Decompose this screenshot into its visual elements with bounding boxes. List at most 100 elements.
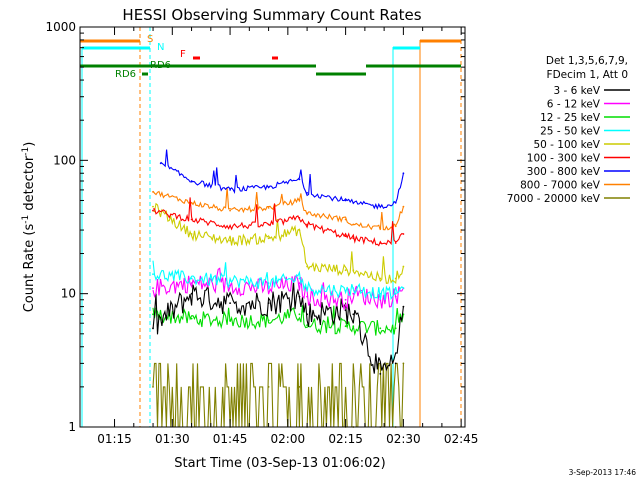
data-point: [152, 287, 154, 289]
data-point: [229, 225, 232, 228]
data-point: [402, 172, 405, 175]
data-point: [344, 325, 347, 328]
data-point: [394, 242, 397, 244]
data-point: [352, 237, 355, 240]
y-tick-label: 1000: [45, 20, 76, 34]
y-tick-label: 1: [68, 420, 76, 434]
data-point: [379, 277, 382, 280]
data-point: [298, 229, 301, 232]
data-point: [402, 205, 405, 208]
series-5: [152, 197, 405, 247]
series-line: [152, 305, 404, 337]
data-point: [394, 295, 397, 298]
data-point: [306, 313, 308, 316]
data-point: [352, 292, 355, 295]
axes: 01:15 01:30 01:45 02:00 02:15 02:30 02:45 1 10 10…: [45, 20, 478, 446]
data-point: [379, 227, 382, 230]
data-point: [229, 279, 232, 282]
y-tick-label: 100: [53, 153, 76, 167]
data-point: [306, 287, 308, 289]
data-point: [306, 324, 308, 327]
data-point: [352, 313, 355, 316]
series-line: [152, 187, 404, 231]
data-point: [298, 199, 301, 202]
data-point: [298, 282, 301, 284]
x-tick-label: 01:15: [97, 432, 132, 446]
data-point: [394, 201, 397, 204]
data-point: [352, 201, 355, 204]
data-point: [344, 309, 347, 312]
y-tick-label: 10: [61, 287, 76, 301]
data-point: [298, 217, 301, 219]
data-point: [402, 233, 405, 235]
data-point: [229, 319, 232, 322]
data-point: [402, 287, 405, 289]
legend: Det 1,3,5,6,7,9, FDecim 1, Att 0 3 - 6 k…: [507, 55, 630, 205]
data-point: [267, 186, 270, 189]
data-point: [190, 277, 193, 280]
data-point: [394, 225, 397, 228]
data-point: [267, 386, 270, 388]
chart-title: HESSI Observing Summary Count Rates: [122, 6, 421, 24]
data-point: [229, 209, 232, 212]
legend-item-label: 12 - 25 keV: [540, 112, 601, 124]
data-point: [298, 295, 301, 298]
legend-item-label: 6 - 12 keV: [547, 99, 601, 111]
legend-item-label: 300 - 800 keV: [527, 166, 601, 178]
data-point: [159, 162, 162, 165]
legend-item-label: 25 - 50 keV: [540, 126, 601, 138]
data-point: [152, 386, 154, 388]
data-point: [352, 287, 355, 289]
data-point: [402, 305, 405, 308]
data-point: [190, 180, 193, 182]
x-tick-label: 02:00: [271, 432, 306, 446]
data-point: [344, 199, 347, 202]
series-3: [152, 260, 405, 301]
data-point: [394, 277, 397, 280]
data-point: [190, 317, 193, 320]
flag-label: N: [157, 42, 164, 53]
legend-item-label: 3 - 6 keV: [553, 85, 600, 97]
data-point: [152, 327, 154, 330]
data-point: [379, 373, 382, 375]
date-stamp: 3-Sep-2013 17:46: [569, 468, 637, 477]
data-point: [267, 223, 270, 226]
data-point: [344, 298, 347, 301]
series-line: [152, 197, 404, 247]
data-point: [394, 362, 397, 365]
series-line: [160, 149, 404, 210]
series-6: [159, 149, 405, 210]
legend-item-label: 50 - 100 keV: [533, 139, 600, 151]
data-point: [306, 295, 308, 298]
x-axis-label: Start Time (03-Sep-13 01:06:02): [174, 456, 385, 471]
data-point: [267, 302, 270, 304]
series-7: [152, 187, 405, 231]
x-tick-label: 01:45: [213, 432, 248, 446]
series-line: [152, 202, 404, 285]
legend-item-label: 100 - 300 keV: [527, 153, 601, 165]
data-point: [298, 178, 301, 181]
series-4: [152, 202, 405, 285]
data-point: [152, 205, 154, 208]
x-tick-label: 02:15: [328, 432, 363, 446]
data-point: [152, 209, 154, 212]
data-point: [229, 284, 232, 287]
data-point: [190, 292, 193, 295]
legend-header-line-2: FDecim 1, Att 0: [547, 69, 628, 81]
data-point: [379, 292, 382, 295]
data-point: [267, 207, 270, 209]
data-point: [379, 327, 382, 330]
data-point: [352, 223, 355, 226]
data-point: [190, 201, 193, 204]
data-point: [344, 289, 347, 292]
data-point: [267, 237, 270, 240]
data-point: [394, 292, 397, 295]
flag-label: RD6: [150, 60, 171, 71]
series-0: [152, 280, 405, 375]
y-axis-label: Count Rate (s-1 detector-1): [21, 142, 37, 313]
flag-label: F: [180, 49, 186, 60]
data-point: [190, 218, 193, 221]
data-point: [379, 205, 382, 208]
legend-header-line-1: Det 1,3,5,6,7,9,: [546, 55, 628, 67]
